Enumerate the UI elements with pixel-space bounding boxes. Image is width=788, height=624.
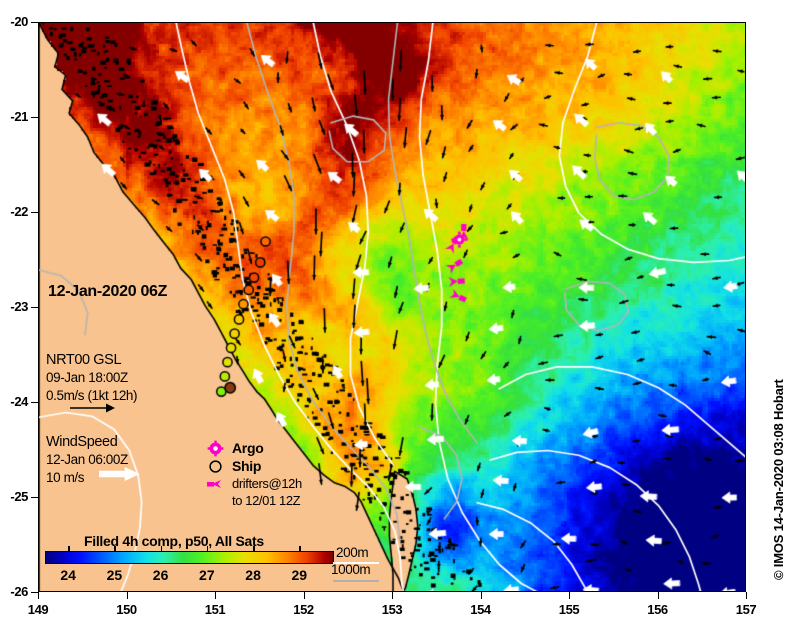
x-tick [215,592,216,599]
x-tick [392,592,393,599]
y-tick-label: -20 [10,14,28,29]
y-tick [31,212,38,213]
y-tick [31,117,38,118]
colorbar-tick [253,546,255,551]
depth-200m-line-swatch [333,562,379,564]
colorbar-tick-label: 29 [291,567,308,583]
x-tick-label: 155 [558,602,580,617]
drifters-legend-line2: to 12/01 12Z [232,493,301,508]
colorbar-tick [206,546,209,551]
y-tick-label: -21 [10,109,28,124]
colorbar-tick [68,546,70,551]
x-tick-label: 154 [470,602,491,617]
depth-200m-label: 200m [336,545,369,560]
colorbar-tick-label: 28 [245,567,261,583]
x-tick [746,592,747,599]
y-tick-label: -22 [10,204,28,219]
x-tick [126,592,128,599]
colorbar [45,551,334,564]
currents-scale-label: 0.5m/s (1kt 12h) [46,388,138,403]
wind-time-label: 12-Jan 06:00Z [46,452,128,467]
x-tick [657,592,659,599]
ship-legend-label: Ship [232,458,262,474]
y-tick-label: -23 [10,299,28,314]
colorbar-tick-label: 25 [106,567,123,583]
y-tick-label: -26 [10,584,28,599]
x-tick-label: 151 [204,602,226,617]
wind-scale-label: 10 m/s [46,470,85,485]
map-overlay-layer [39,23,745,591]
colorbar-tick [114,546,116,551]
y-tick [31,22,38,23]
colorbar-tick [160,546,163,551]
ship-circle-marker-icon [209,460,222,473]
x-tick [569,592,570,599]
drifters-legend-line1: drifters@12h [232,476,302,491]
x-tick-label: 157 [735,602,757,617]
y-tick-label: -24 [10,394,28,409]
currents-time-label: 09-Jan 18:00Z [46,370,128,385]
y-tick [31,497,38,498]
y-tick-label: -25 [10,489,28,504]
x-tick [38,592,39,599]
colorbar-tick-label: 26 [152,567,169,583]
x-tick-label: 149 [27,602,49,617]
x-tick-label: 150 [116,602,137,617]
map-plot-area [38,22,746,592]
currents-source-label: NRT00 GSL [46,352,122,368]
drifter-marker-icon [207,480,221,488]
y-tick [31,402,38,403]
wind-scale-arrow-icon [99,467,140,481]
depth-1000m-line-swatch [333,580,379,582]
depth-1000m-label: 1000m [331,562,371,577]
x-tick [303,592,305,599]
colorbar-tick-label: 27 [199,567,215,583]
copyright-label: © IMOS 14-Jan-2020 03:08 Hobart [771,379,786,580]
current-scale-arrow-icon [70,403,115,413]
colorbar-tick [299,546,301,551]
x-tick [480,592,482,599]
colorbar-gradient [46,552,333,563]
colorbar-tick-label: 24 [60,567,76,583]
wind-source-label: WindSpeed [46,434,118,450]
y-tick [31,592,38,593]
argo-legend-label: Argo [232,440,264,456]
date-stamp: 12-Jan-2020 06Z [48,283,168,300]
y-tick [31,307,38,308]
x-tick-label: 156 [647,602,668,617]
x-tick-label: 152 [293,602,314,617]
x-tick-label: 153 [381,602,403,617]
colorbar-title: Filled 4h comp, p50, All Sats [84,533,264,549]
argo-marker-icon [207,440,224,457]
